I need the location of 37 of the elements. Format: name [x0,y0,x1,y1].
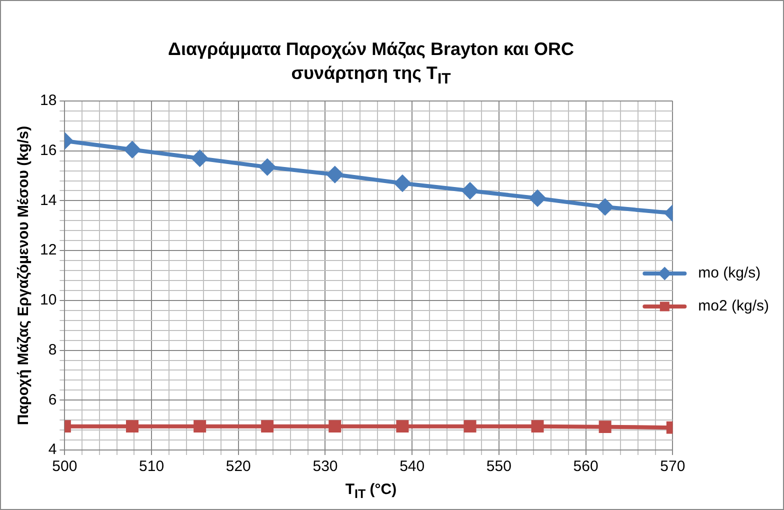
point [192,150,208,166]
point [126,420,138,433]
y-tick-label: 10 [40,292,57,309]
y-axis-title: Παροχή Μάζας Εργαζόμενου Μέσου (kg/s) [15,126,32,426]
point [328,420,342,433]
x-tick-label: 560 [573,458,598,476]
x-tick-label: 520 [226,458,251,476]
point [261,420,274,433]
x-tick-label: 510 [139,458,164,476]
point [259,159,276,176]
y-tick-label: 14 [40,192,57,209]
point [597,198,614,215]
point [462,182,478,199]
point [396,420,409,433]
y-tick-label: 18 [40,92,57,110]
x-tick-label: 540 [400,458,425,476]
point [194,420,206,433]
x-tick-label: 500 [52,458,78,476]
point [326,166,343,183]
point [464,420,476,433]
x-axis-title: T$_{IT}$ (°C) [344,481,398,501]
y-tick-label: 6 [48,391,57,408]
x-tick-label: 570 [660,458,686,476]
point [530,190,546,206]
y-tick-label: 16 [40,142,57,159]
x-tick-label: 530 [312,458,338,476]
y-tick-label: 4 [48,441,57,458]
y-tick-label: 12 [40,242,57,259]
point [394,175,410,192]
legend-label: mo (kg/s) [698,264,761,282]
point [598,420,612,434]
point [531,420,544,433]
y-tick-label: 8 [48,341,57,358]
point [124,142,140,158]
legend-label: mo2 (kg/s) [698,298,770,315]
x-tick-label: 550 [486,458,512,476]
chart-title: Διαγράμματα Παροχών Μάζας Brayton και ORC συνάρτηση της T$_{IT}$ [167,38,575,90]
